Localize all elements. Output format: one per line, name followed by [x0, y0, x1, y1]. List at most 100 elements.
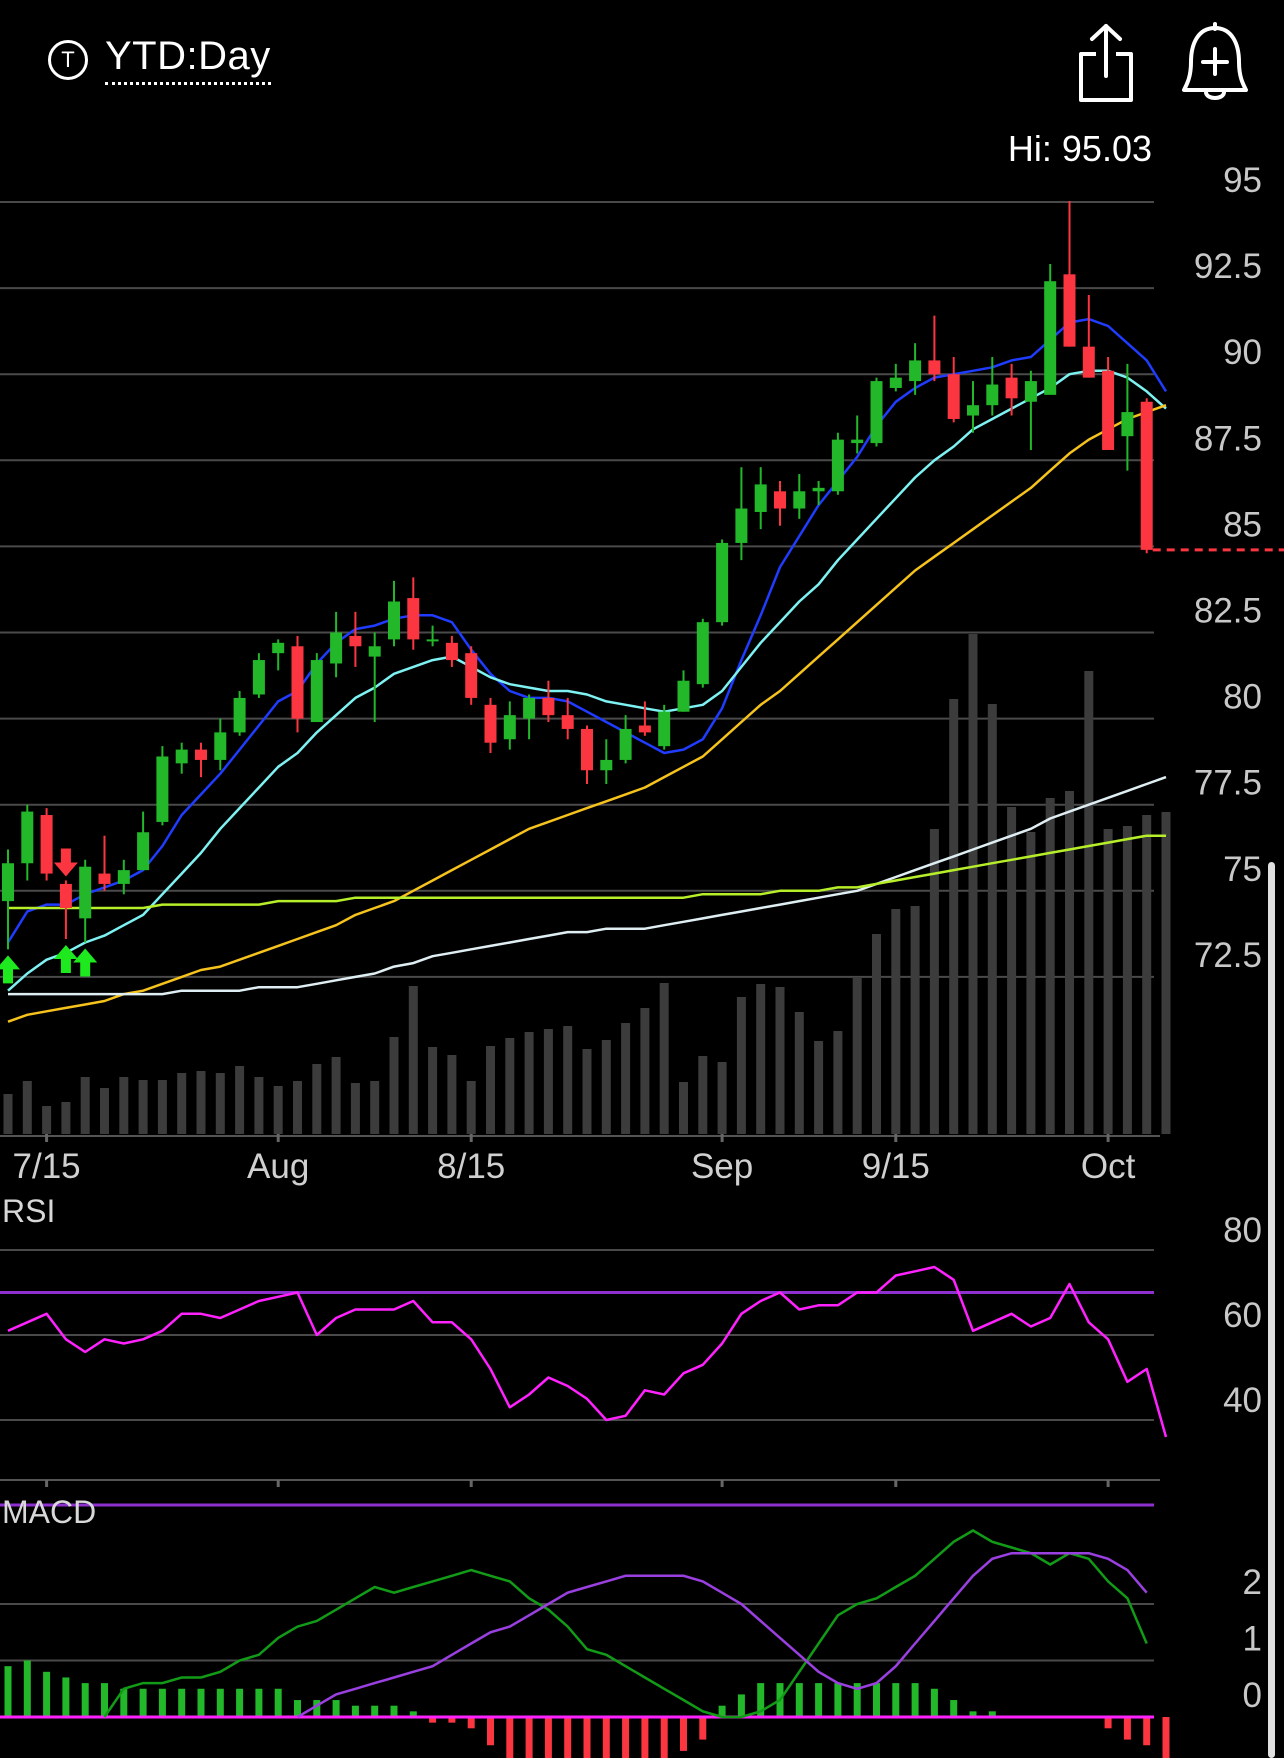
volume-bars — [3, 634, 1171, 1134]
macd-line — [103, 1529, 1148, 1719]
volume-bar — [698, 1056, 708, 1134]
date-tick-label: 8/15 — [437, 1147, 505, 1186]
candle-up — [523, 697, 536, 719]
volume-bar — [1007, 807, 1017, 1134]
volume-bar — [1103, 829, 1113, 1134]
bell-plus-icon[interactable] — [1180, 22, 1250, 104]
timeframe-selector[interactable]: YTD:Day — [105, 34, 271, 85]
volume-bar — [814, 1041, 824, 1134]
volume-bar — [3, 1094, 13, 1134]
macd-histogram-bar — [236, 1688, 244, 1717]
macd-tick-label: 2 — [1243, 1563, 1262, 1602]
rsi-tick-label: 60 — [1223, 1296, 1262, 1335]
volume-bar — [486, 1046, 495, 1134]
candle-down — [542, 697, 555, 716]
macd-histogram-bar — [622, 1717, 630, 1758]
macd-histogram-bar — [294, 1700, 301, 1717]
buy-signal-arrow-icon — [0, 955, 20, 984]
candle-down — [581, 728, 593, 771]
candle-up — [137, 832, 150, 871]
volume-bar — [563, 1026, 573, 1134]
macd-histogram-bar — [255, 1688, 263, 1717]
candle-up — [388, 601, 400, 640]
candle-down — [445, 642, 458, 661]
macd-histogram-bar — [467, 1717, 475, 1729]
candle-up — [1044, 281, 1057, 395]
macd-histogram-bar — [583, 1717, 591, 1758]
macd-histogram-bar — [216, 1688, 224, 1717]
volume-bar — [215, 1073, 225, 1134]
macd-histogram-bar — [178, 1688, 186, 1717]
rsi-tick-label: 40 — [1223, 1381, 1262, 1420]
candle-up — [368, 646, 381, 657]
macd-histogram-bar — [4, 1666, 12, 1717]
candle-down — [928, 360, 941, 375]
date-tick-label: 9/15 — [862, 1147, 930, 1186]
volume-bar — [505, 1038, 515, 1134]
macd-histogram-bar — [429, 1717, 437, 1723]
macd-histogram-bar — [525, 1717, 533, 1758]
price-tick-label: 80 — [1223, 678, 1262, 717]
volume-bar — [833, 1031, 843, 1134]
macd-histogram-bar — [120, 1688, 128, 1717]
candle-up — [967, 405, 979, 416]
candle-up — [851, 439, 864, 444]
macd-histogram-bar — [23, 1660, 31, 1717]
volume-bar — [679, 1082, 688, 1134]
macd-histogram-bar — [795, 1683, 803, 1717]
price-tick-label: 75 — [1223, 850, 1262, 889]
candle-down — [1063, 274, 1076, 347]
candle-up — [1121, 412, 1134, 437]
date-tick-label: Sep — [691, 1147, 753, 1186]
price-tick-label: 95 — [1223, 161, 1262, 200]
macd-signal-line — [296, 1551, 1148, 1719]
volume-bar — [312, 1064, 322, 1134]
volume-bar — [177, 1073, 187, 1134]
candle-down — [484, 704, 497, 743]
macd-histogram-bar — [101, 1683, 108, 1717]
macd-histogram-bar — [660, 1717, 668, 1758]
macd-histogram-bar — [680, 1717, 687, 1751]
candle-down — [774, 491, 786, 509]
candle-down — [40, 815, 53, 874]
macd-histogram-bar — [930, 1688, 938, 1717]
candle-up — [986, 384, 999, 406]
macd-histogram-bar — [699, 1717, 707, 1740]
price-tick-label: 85 — [1223, 505, 1262, 544]
volume-bar — [370, 1081, 380, 1134]
macd-histogram-bar — [564, 1717, 572, 1758]
date-tick-label: Oct — [1081, 1147, 1136, 1186]
macd-histogram-bar — [737, 1694, 745, 1717]
volume-bar — [196, 1071, 206, 1134]
candle-up — [252, 660, 265, 695]
candle-up — [330, 632, 343, 664]
macd-histogram-bar — [1162, 1717, 1170, 1758]
macd-histogram-bar — [834, 1683, 842, 1717]
ema_fast-line — [6, 317, 1168, 944]
macd-histogram-bar — [969, 1711, 977, 1717]
macd-histogram-bar — [409, 1711, 417, 1717]
rsi-line — [7, 1265, 1168, 1438]
volume-bar — [138, 1080, 148, 1134]
candle-up — [156, 756, 169, 822]
rsi-panel: RSI 80 60 40 — [0, 1193, 1262, 1507]
candlesticks[interactable] — [2, 200, 1153, 950]
macd-histogram-bar — [506, 1717, 514, 1758]
volume-bar — [1045, 798, 1055, 1134]
clock-t-icon[interactable]: T — [48, 40, 88, 80]
vertical-scrollbar[interactable] — [1268, 862, 1275, 1758]
share-icon[interactable] — [1075, 22, 1137, 104]
candle-down — [465, 653, 478, 698]
candle-down — [561, 715, 574, 729]
candle-up — [754, 484, 767, 512]
buy-signal-arrow-icon — [73, 948, 98, 977]
price-tick-label: 90 — [1223, 333, 1262, 372]
rsi-title: RSI — [2, 1193, 55, 1229]
macd-title: MACD — [2, 1494, 96, 1530]
candle-up — [812, 487, 825, 492]
volume-bar — [775, 987, 785, 1134]
volume-bar — [1065, 791, 1074, 1134]
volume-bar — [235, 1066, 245, 1134]
signal-arrows — [0, 848, 98, 984]
